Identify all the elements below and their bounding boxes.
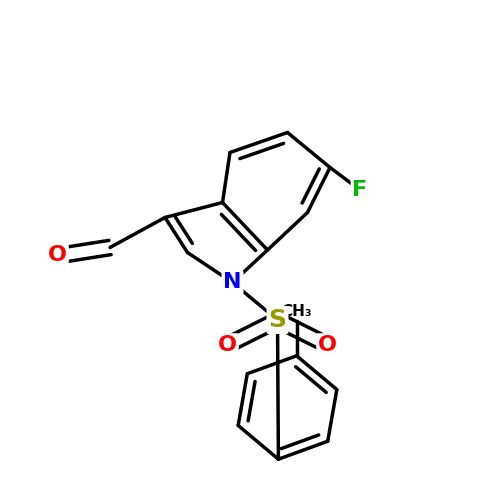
Text: O: O <box>318 335 337 355</box>
Text: O: O <box>218 335 237 355</box>
Text: CH₃: CH₃ <box>282 304 312 319</box>
Text: O: O <box>48 245 67 265</box>
Text: F: F <box>352 180 368 200</box>
Text: N: N <box>223 272 242 292</box>
Text: S: S <box>268 308 286 332</box>
